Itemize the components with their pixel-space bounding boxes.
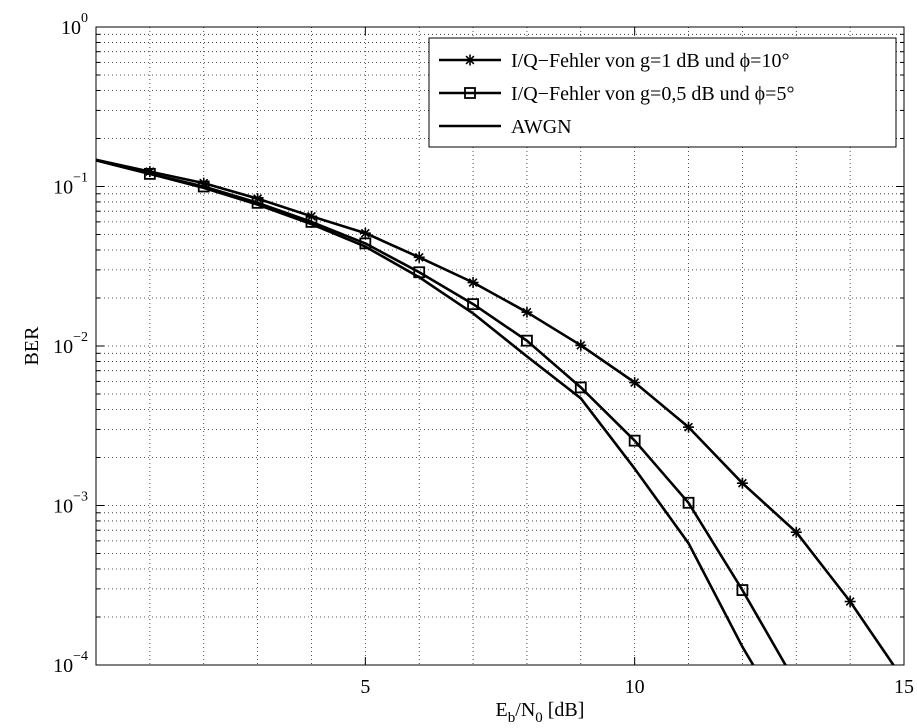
legend-label-1: I/Q−Fehler von g=1 dB und ϕ=10°: [511, 50, 789, 72]
asterisk-stroke: [468, 278, 478, 287]
asterisk-stroke: [737, 478, 747, 488]
x-axis-label: Eb/N0 [dB]: [496, 699, 585, 726]
asterisk-stroke: [684, 422, 693, 432]
y-tick-base: 10: [53, 336, 73, 358]
asterisk-marker: [629, 377, 641, 389]
square-marker: [736, 584, 749, 596]
square-marker: [574, 381, 587, 394]
asterisk-stroke: [522, 307, 532, 317]
legend-label-3: AWGN: [511, 116, 572, 138]
square-marker: [197, 180, 210, 193]
y-tick-base: 10: [61, 17, 81, 39]
square-marker: [628, 434, 641, 447]
asterisk-marker: [844, 596, 856, 608]
y-tick-label: 10−2: [53, 330, 88, 358]
asterisk-marker: [467, 277, 479, 289]
y-tick-label: 10−1: [53, 171, 88, 199]
square-marker: [251, 196, 264, 209]
y-tick-exponent: −3: [73, 490, 88, 505]
legend-label-2: I/Q−Fehler von g=0,5 dB und ϕ=5°: [511, 83, 794, 105]
x-tick-label: 5: [360, 676, 370, 698]
asterisk-stroke: [630, 378, 640, 388]
y-tick-base: 10: [53, 655, 73, 677]
asterisk-marker: [413, 251, 425, 263]
asterisk-marker: [144, 166, 156, 178]
y-tick-exponent: −2: [73, 330, 88, 345]
x-label-unit: [dB]: [543, 699, 585, 721]
axis-labels: BER Eb/N0 [dB]: [21, 326, 584, 726]
asterisk-marker: [683, 421, 695, 433]
asterisk-marker: [464, 54, 476, 66]
x-label-zero: 0: [535, 710, 543, 726]
square-marker: [359, 237, 372, 250]
asterisk-stroke: [199, 178, 209, 188]
square-marker: [464, 87, 476, 99]
x-tick-label: 10: [625, 676, 645, 698]
y-tick-exponent: 0: [81, 11, 88, 26]
series-line-1: [96, 158, 895, 665]
asterisk-marker: [198, 177, 210, 189]
asterisk-stroke: [465, 55, 475, 65]
series-line-2: [96, 159, 787, 665]
asterisk-stroke: [576, 340, 586, 350]
square-marker: [305, 215, 318, 228]
asterisk-stroke: [360, 228, 370, 238]
square-marker: [467, 298, 479, 311]
square-marker: [682, 496, 695, 509]
x-label-e: E: [496, 699, 508, 721]
y-tick-base: 10: [53, 496, 73, 518]
x-label-n: /N: [515, 699, 535, 721]
y-tick-base: 10: [53, 177, 73, 199]
series-line-3: [96, 159, 755, 665]
square-marker: [521, 334, 533, 347]
square-marker: [143, 167, 156, 180]
asterisk-marker: [736, 477, 748, 489]
x-tick-label: 15: [894, 676, 914, 698]
asterisk-stroke: [845, 597, 855, 606]
legend-box: [428, 37, 897, 148]
series-group: [96, 158, 895, 665]
asterisk-stroke: [791, 527, 801, 537]
asterisk-marker: [359, 227, 371, 239]
asterisk-marker: [575, 339, 587, 351]
legend: I/Q−Fehler von g=1 dB und ϕ=10° I/Q−Fehle…: [428, 37, 897, 148]
y-tick-label: 10−4: [53, 649, 88, 677]
asterisk-stroke: [414, 252, 424, 262]
y-axis-label: BER: [21, 326, 43, 366]
y-tick-label: 10−3: [53, 490, 88, 518]
x-label-b: b: [508, 710, 516, 726]
y-tick-exponent: −4: [73, 649, 88, 664]
asterisk-marker: [521, 306, 533, 318]
y-tick-label: 100: [61, 11, 88, 39]
marker-group: [143, 166, 856, 608]
square-marker: [413, 266, 426, 279]
asterisk-marker: [790, 526, 802, 538]
y-tick-exponent: −1: [73, 171, 88, 186]
